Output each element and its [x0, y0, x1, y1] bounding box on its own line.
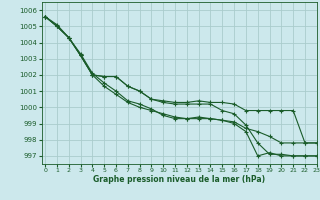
- X-axis label: Graphe pression niveau de la mer (hPa): Graphe pression niveau de la mer (hPa): [93, 175, 265, 184]
